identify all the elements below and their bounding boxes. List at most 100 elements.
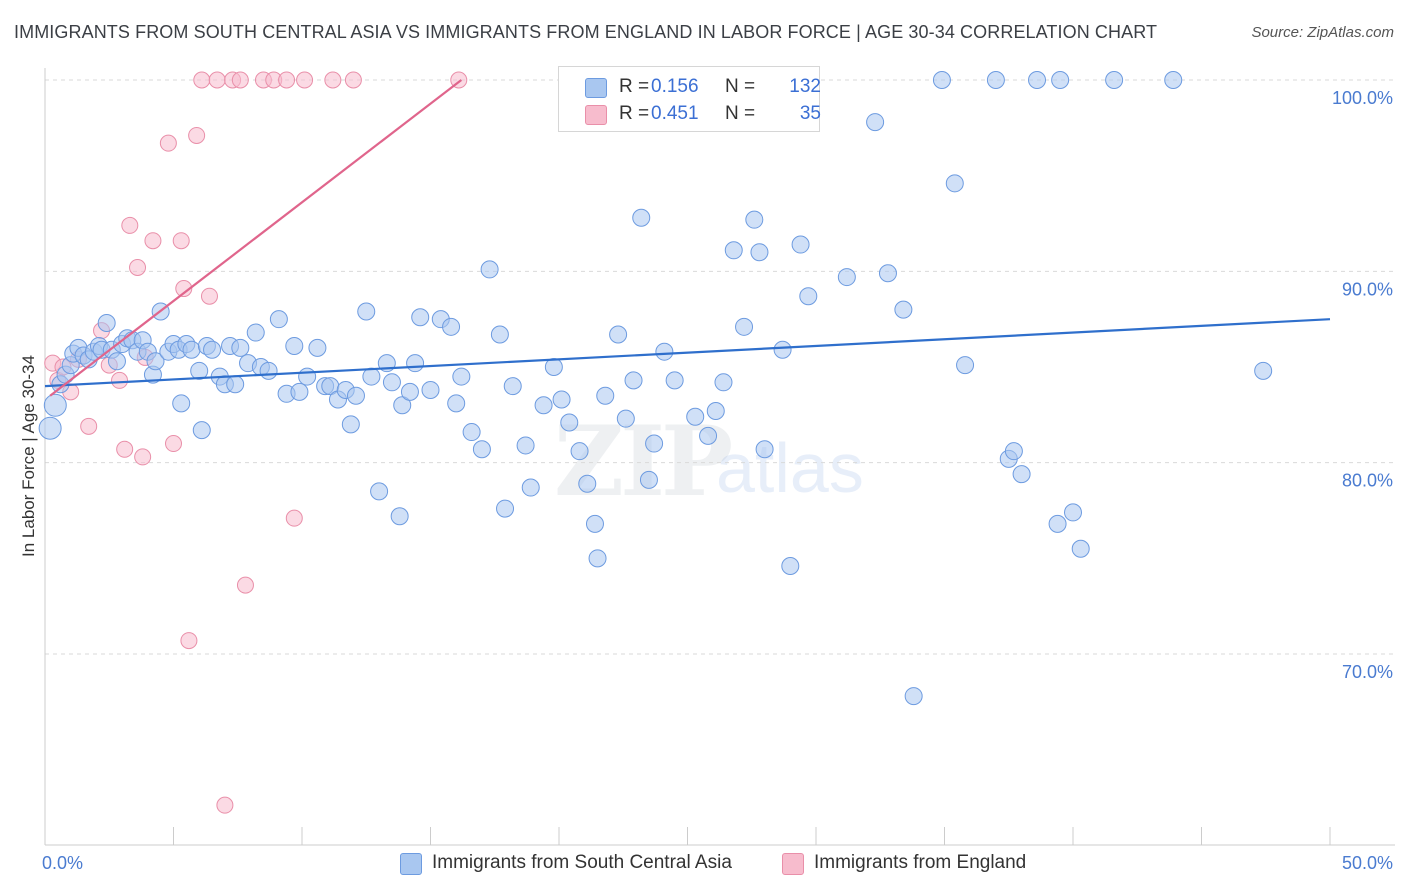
watermark-atlas: atlas: [716, 429, 864, 507]
bottom-legend-label: Immigrants from England: [814, 852, 1027, 873]
data-point-south-central-asia: [945, 174, 964, 193]
bottom-legend-label: Immigrants from South Central Asia: [432, 852, 732, 873]
data-point-england: [172, 232, 190, 250]
data-point-south-central-asia: [190, 361, 209, 380]
data-point-england: [121, 216, 139, 234]
data-point-south-central-asia: [645, 434, 664, 453]
data-point-south-central-asia: [639, 470, 658, 489]
legend-r-value: 0.451: [651, 103, 699, 124]
legend-r-value: 0.156: [651, 76, 699, 97]
data-point-south-central-asia: [400, 382, 419, 401]
data-point-south-central-asia: [588, 549, 607, 568]
legend-n-label: N =: [725, 103, 756, 124]
data-point-south-central-asia: [390, 507, 409, 526]
tick-labels: 70.0% 80.0% 90.0% 100.0% 0.0% 50.0%: [42, 88, 1393, 873]
data-point-south-central-asia: [837, 268, 856, 287]
data-point-south-central-asia: [866, 113, 885, 132]
data-point-south-central-asia: [878, 264, 897, 283]
data-point-south-central-asia: [382, 373, 401, 392]
data-point-south-central-asia: [745, 210, 764, 229]
data-point-south-central-asia: [1064, 503, 1082, 522]
data-point-south-central-asia: [472, 440, 491, 459]
data-point-england: [216, 796, 234, 814]
data-point-england: [188, 126, 206, 144]
data-point-south-central-asia: [462, 423, 481, 442]
y-tick-label: 70.0%: [1342, 662, 1393, 682]
x-tick-label: 50.0%: [1342, 853, 1393, 873]
series-england-points: [44, 71, 581, 814]
data-point-south-central-asia: [298, 367, 317, 386]
data-point-south-central-asia: [932, 71, 951, 89]
data-point-south-central-asia: [552, 390, 571, 409]
data-point-south-central-asia: [596, 386, 615, 405]
data-point-south-central-asia: [411, 308, 430, 327]
data-point-south-central-asia: [269, 310, 288, 329]
data-point-south-central-asia: [246, 323, 265, 342]
data-point-england: [285, 509, 303, 527]
data-point-england: [159, 134, 177, 152]
data-point-south-central-asia: [665, 371, 684, 390]
data-point-south-central-asia: [357, 302, 376, 321]
data-point-south-central-asia: [735, 317, 754, 336]
data-point-south-central-asia: [226, 375, 245, 394]
data-point-south-central-asia: [655, 342, 674, 361]
data-point-south-central-asia: [97, 313, 116, 332]
data-point-south-central-asia: [496, 499, 515, 518]
legend-n-value: 35: [799, 103, 821, 124]
data-point-south-central-asia: [452, 367, 471, 386]
data-point-south-central-asia: [609, 325, 628, 344]
data-point-south-central-asia: [1012, 465, 1031, 484]
data-point-south-central-asia: [616, 409, 635, 428]
data-point-south-central-asia: [107, 352, 126, 371]
data-point-south-central-asia: [290, 382, 309, 401]
data-point-south-central-asia: [370, 482, 389, 501]
data-point-south-central-asia: [755, 440, 774, 459]
data-point-south-central-asia: [986, 71, 1005, 89]
data-point-south-central-asia: [503, 377, 522, 396]
data-point-england: [180, 632, 198, 650]
legend-r-label: R =: [619, 103, 650, 124]
data-point-south-central-asia: [799, 287, 818, 306]
trend-line-south-central-asia: [44, 318, 1331, 388]
bottom-legend-swatch-blue: [400, 853, 422, 875]
trend-lines: [44, 79, 1331, 397]
data-point-south-central-asia: [259, 361, 278, 380]
data-point-england: [200, 287, 218, 305]
data-point-south-central-asia: [182, 340, 201, 359]
data-point-south-central-asia: [686, 407, 705, 426]
data-point-south-central-asia: [406, 354, 425, 373]
data-point-south-central-asia: [544, 358, 563, 376]
data-point-south-central-asia: [534, 396, 553, 415]
data-point-south-central-asia: [1048, 514, 1067, 533]
data-point-south-central-asia: [285, 336, 304, 355]
data-point-england: [165, 435, 182, 453]
data-point-south-central-asia: [516, 436, 535, 455]
data-point-south-central-asia: [894, 300, 913, 319]
data-point-england: [111, 371, 129, 389]
data-point-south-central-asia: [560, 413, 579, 432]
data-point-south-central-asia: [714, 373, 733, 392]
data-point-england: [144, 232, 162, 250]
data-point-england: [116, 440, 134, 458]
watermark-zip: ZIP: [554, 405, 733, 518]
data-point-south-central-asia: [1254, 361, 1273, 380]
data-point-england: [236, 576, 254, 594]
data-point-south-central-asia: [203, 340, 222, 359]
data-point-south-central-asia: [585, 514, 604, 533]
data-point-south-central-asia: [480, 260, 499, 279]
data-point-south-central-asia: [490, 325, 509, 344]
data-point-england: [296, 71, 314, 89]
legend-swatch-blue: [585, 78, 607, 98]
legend-n-label: N =: [725, 76, 756, 97]
axes: [44, 68, 1395, 846]
data-point-south-central-asia: [521, 478, 540, 497]
data-point-south-central-asia: [904, 687, 923, 706]
data-point-south-central-asia: [447, 394, 466, 413]
data-point-south-central-asia: [43, 393, 67, 417]
data-point-england: [324, 71, 342, 89]
data-point-south-central-asia: [341, 415, 360, 434]
data-point-south-central-asia: [632, 208, 651, 227]
y-tick-label: 100.0%: [1332, 88, 1393, 108]
data-point-england: [134, 448, 152, 466]
data-point-south-central-asia: [578, 474, 597, 493]
